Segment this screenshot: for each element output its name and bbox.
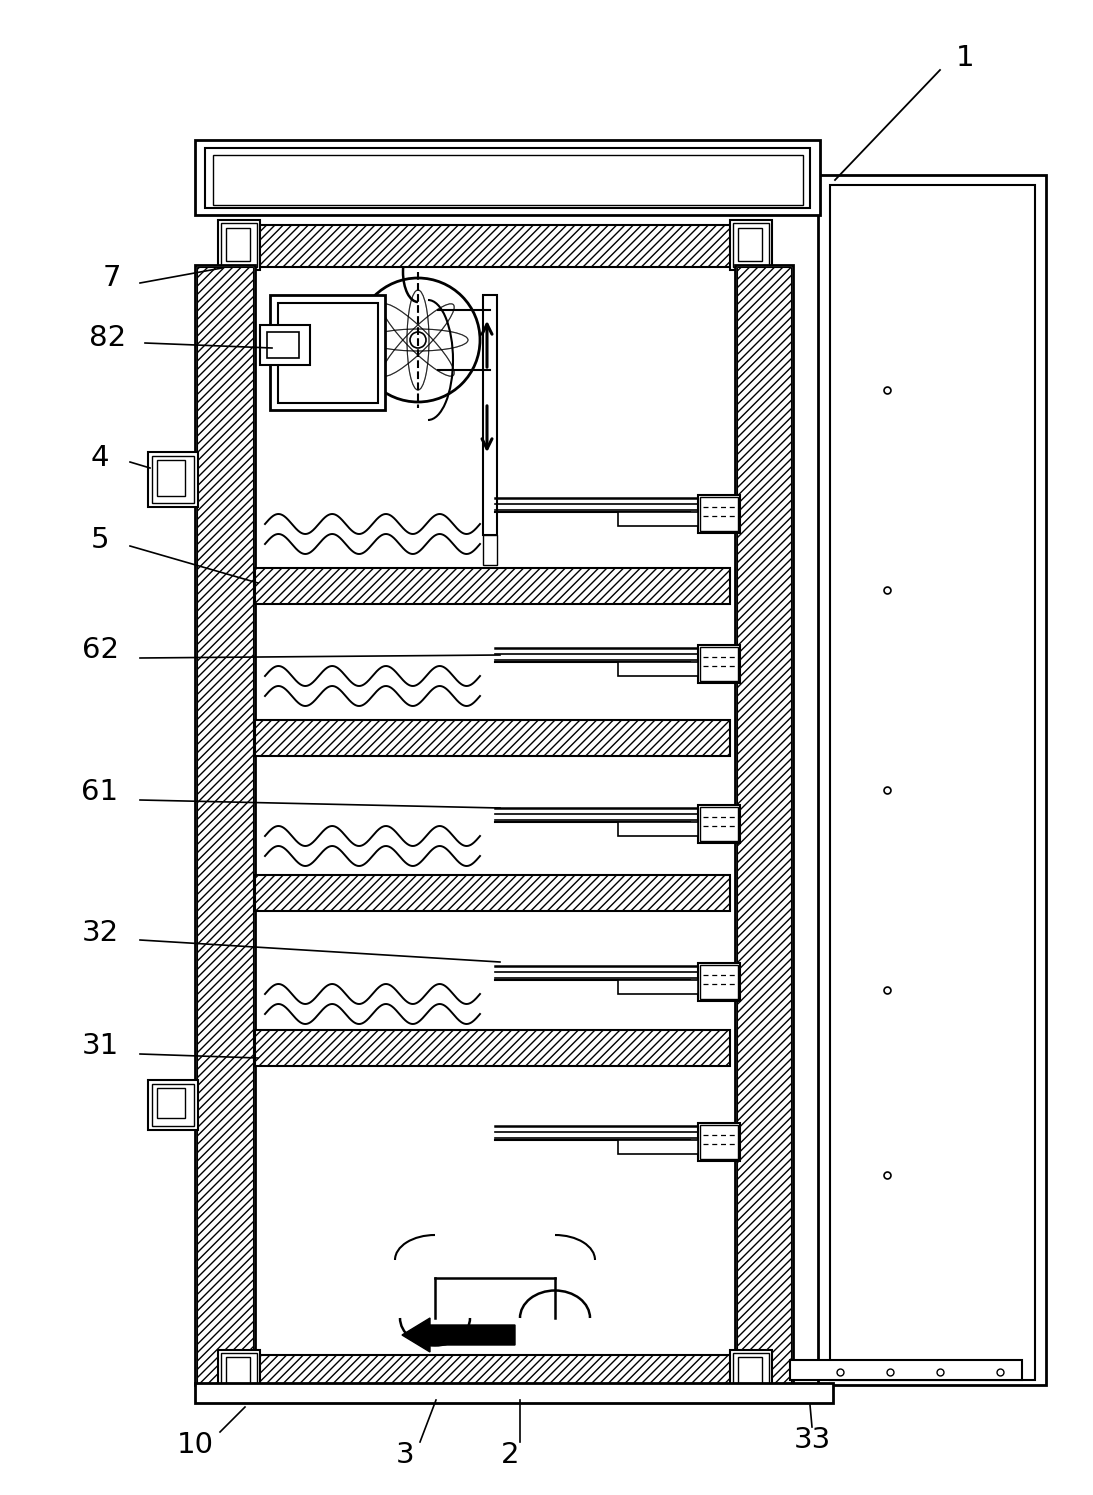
Bar	[255, 568, 730, 604]
Bar	[733, 1353, 769, 1399]
Bar	[226, 1357, 250, 1393]
Bar	[618, 662, 698, 676]
Bar	[818, 175, 1046, 1384]
Bar	[152, 1084, 193, 1126]
Bar	[205, 148, 810, 208]
Text: 5: 5	[91, 526, 109, 555]
Text: 4: 4	[91, 444, 109, 472]
Bar	[255, 1030, 730, 1066]
Bar	[700, 807, 738, 842]
Bar	[157, 460, 185, 496]
Bar	[734, 265, 794, 1384]
Bar	[700, 647, 738, 682]
Bar	[221, 1353, 257, 1399]
Bar	[213, 155, 803, 205]
Text: 7: 7	[103, 265, 121, 292]
Bar	[830, 185, 1035, 1380]
Bar	[148, 451, 198, 507]
Text: 10: 10	[176, 1431, 213, 1459]
Bar	[698, 495, 740, 534]
Bar	[267, 332, 299, 357]
Bar	[218, 220, 260, 271]
Bar	[700, 1126, 738, 1159]
Text: 82: 82	[90, 324, 127, 351]
Bar	[618, 1141, 698, 1154]
Text: 32: 32	[82, 919, 118, 946]
Bar	[218, 1350, 260, 1402]
Bar	[730, 1350, 772, 1402]
Bar	[278, 303, 378, 404]
Bar	[618, 822, 698, 836]
Bar	[152, 456, 193, 502]
Bar	[618, 511, 698, 526]
Bar	[195, 1383, 833, 1402]
Bar	[790, 1360, 1022, 1380]
Bar	[255, 721, 730, 756]
Bar	[195, 141, 820, 215]
Text: 61: 61	[82, 777, 118, 806]
Bar	[260, 324, 310, 365]
Bar	[738, 1357, 762, 1393]
FancyArrow shape	[402, 1319, 515, 1351]
Bar	[195, 265, 255, 1384]
Bar	[700, 496, 738, 531]
Bar	[698, 963, 740, 1002]
Text: 31: 31	[81, 1032, 119, 1060]
Bar	[738, 229, 762, 262]
Bar	[228, 226, 738, 268]
Bar	[483, 295, 497, 535]
Bar	[197, 268, 252, 1383]
Text: 1: 1	[955, 43, 974, 72]
Text: 2: 2	[501, 1441, 519, 1470]
Bar	[157, 1088, 185, 1118]
Bar	[730, 220, 772, 271]
Bar	[255, 875, 730, 910]
Bar	[483, 535, 497, 565]
Bar	[698, 1123, 740, 1162]
Bar	[733, 223, 769, 268]
Bar	[148, 1079, 198, 1130]
Bar	[737, 268, 791, 1383]
Bar	[698, 644, 740, 683]
Bar	[700, 964, 738, 999]
Bar	[270, 295, 385, 410]
Text: 33: 33	[794, 1426, 831, 1455]
Bar	[698, 804, 740, 843]
Bar	[226, 229, 250, 262]
Text: 3: 3	[396, 1441, 414, 1470]
Text: 62: 62	[82, 635, 118, 664]
Bar	[228, 1354, 738, 1396]
Bar	[221, 223, 257, 268]
Bar	[618, 981, 698, 994]
